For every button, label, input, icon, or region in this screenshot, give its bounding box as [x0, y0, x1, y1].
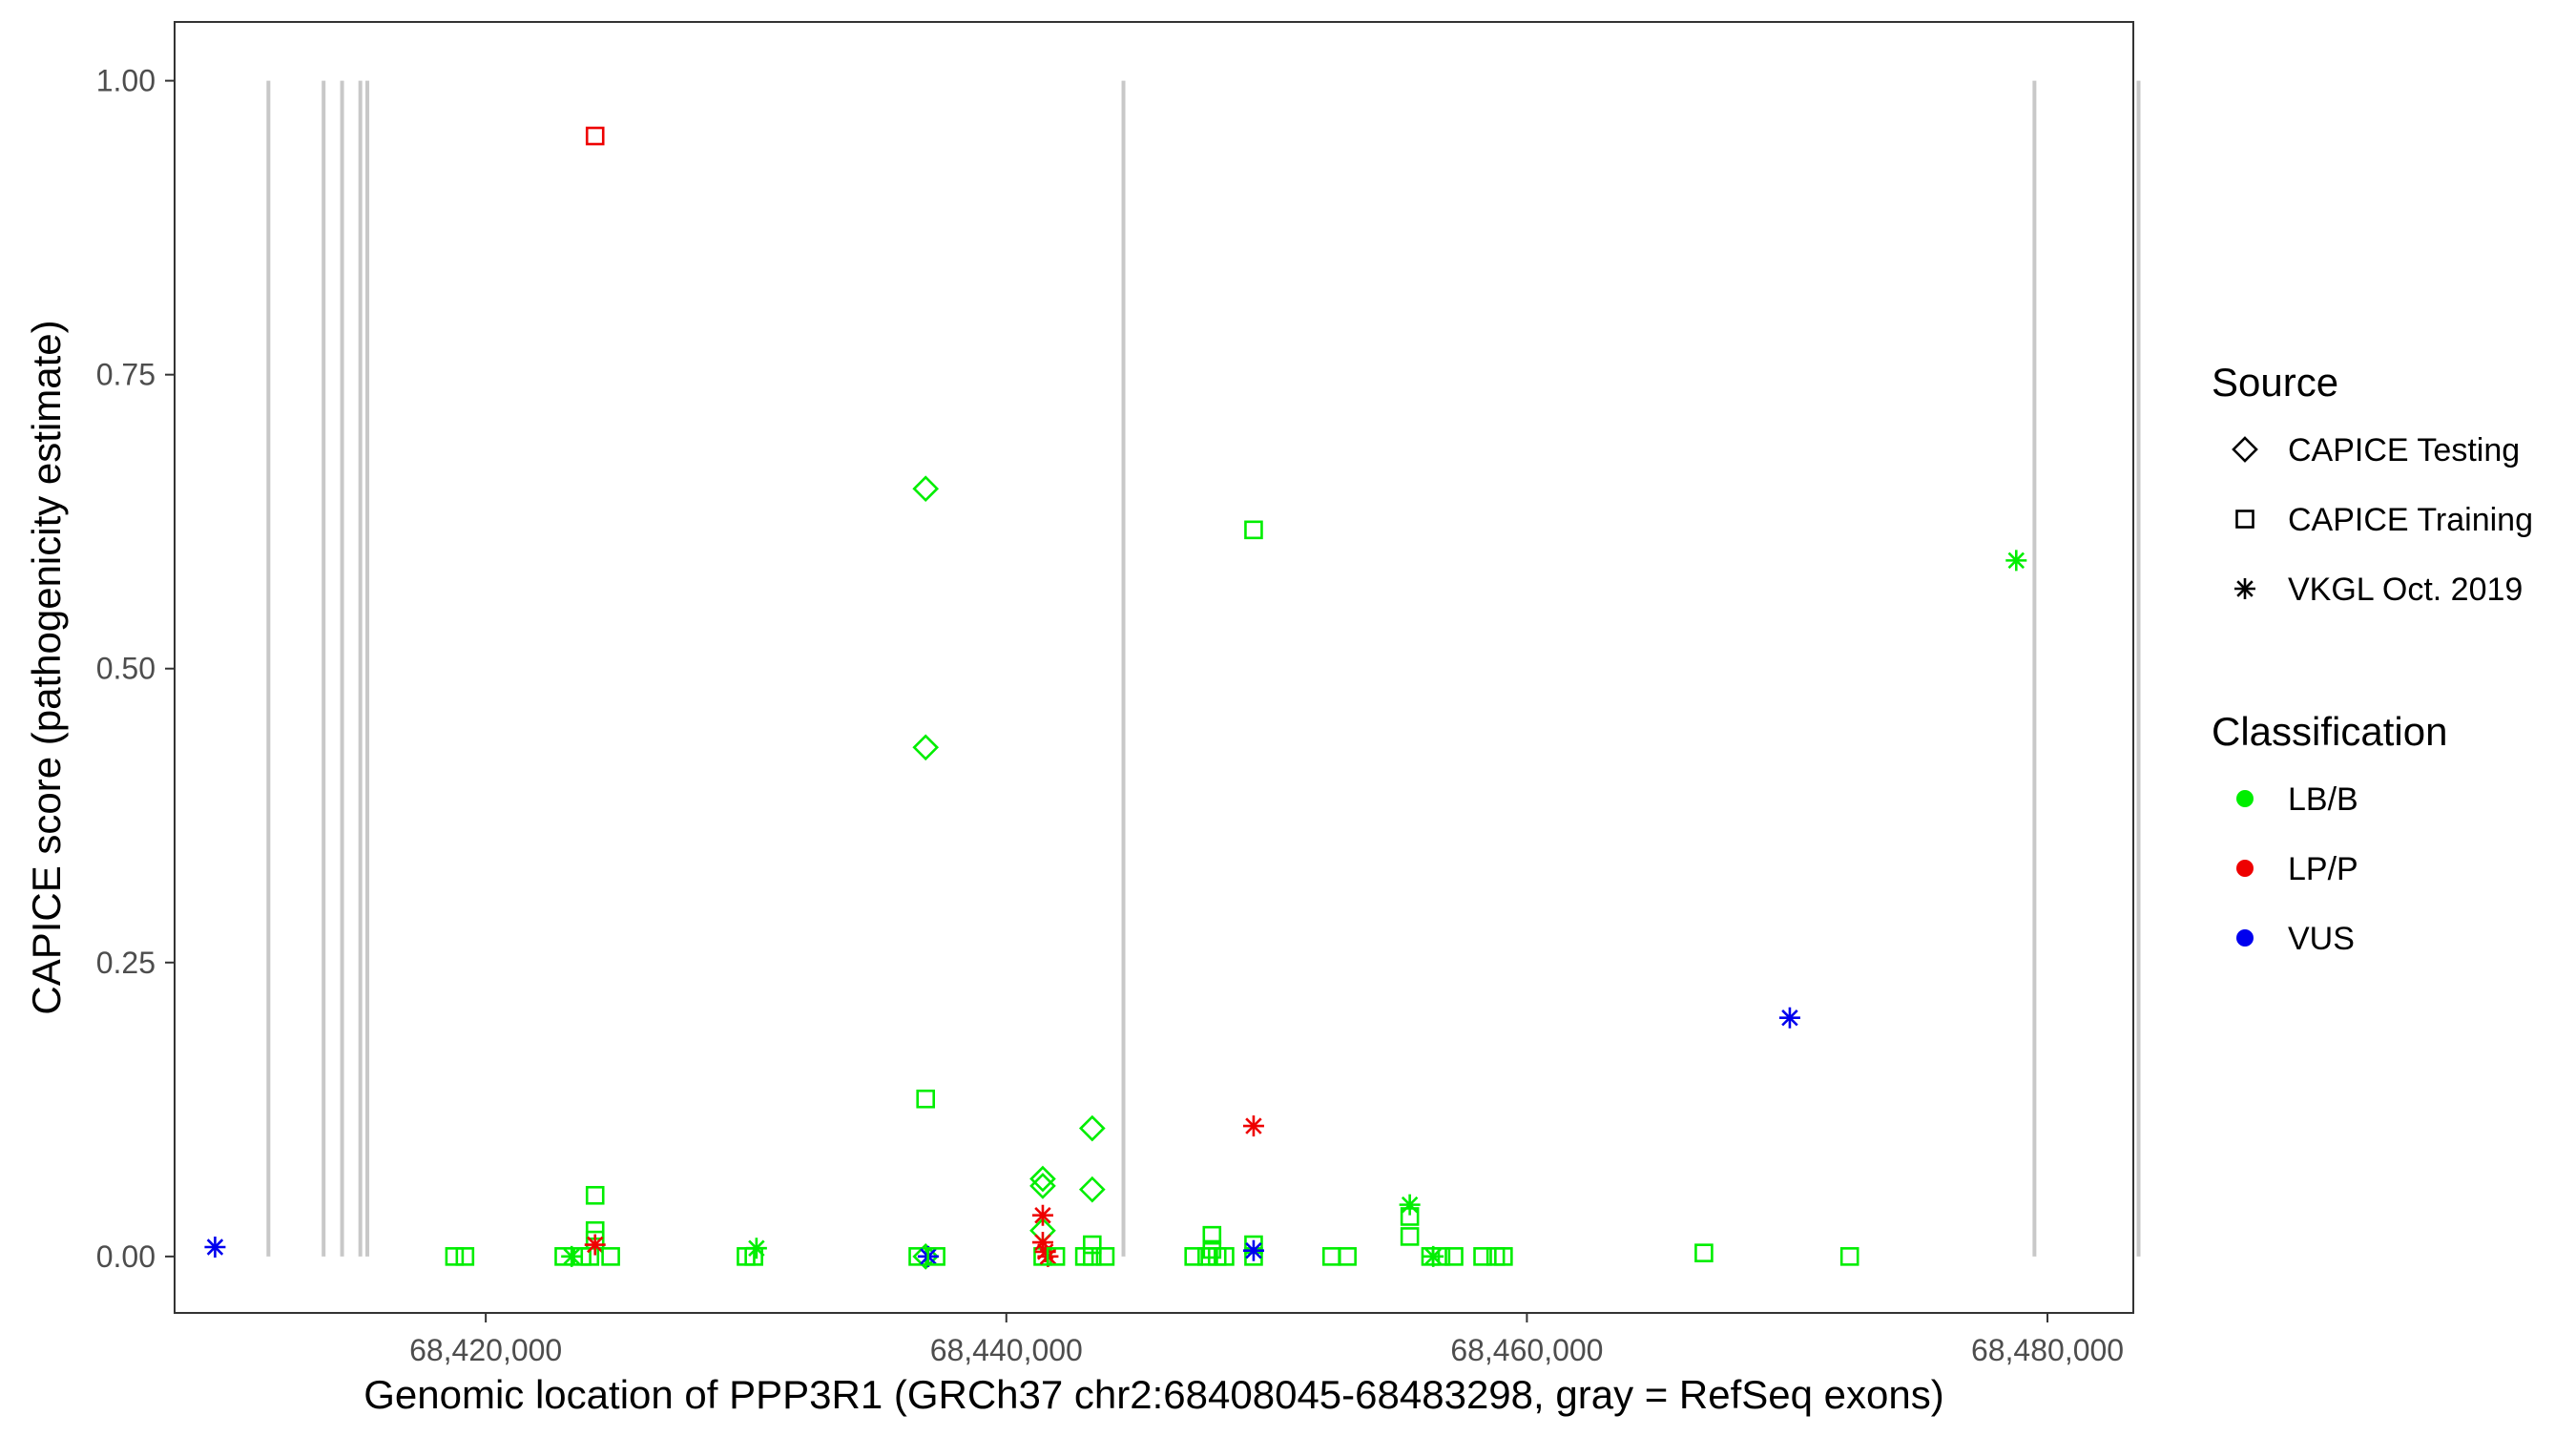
data-point [1321, 1247, 1341, 1266]
y-tick-label: 0.00 [96, 1239, 156, 1274]
data-point [204, 1236, 226, 1258]
x-tick-label: 68,480,000 [1971, 1333, 2124, 1367]
legend-class-key [2236, 860, 2254, 877]
x-tick-label: 68,440,000 [930, 1333, 1083, 1367]
data-point [1473, 1247, 1492, 1266]
data-point [1031, 1204, 1053, 1226]
data-point [1202, 1225, 1222, 1245]
data-point [1338, 1247, 1357, 1266]
data-point [916, 1089, 936, 1109]
data-point [1184, 1247, 1203, 1266]
data-points [204, 126, 2027, 1270]
legend-source-key [2234, 578, 2255, 599]
legend-source-key [2235, 510, 2254, 529]
legend-source-title: Source [2212, 360, 2338, 405]
legend-source-label: CAPICE Testing [2288, 432, 2520, 468]
data-point [912, 475, 940, 503]
data-point [1444, 1247, 1464, 1266]
x-axis: 68,420,000 68,440,000 68,460,000 68,480,000 [409, 1313, 2124, 1367]
data-point [445, 1247, 465, 1266]
legend-source-key [2232, 436, 2258, 463]
y-tick-label: 0.75 [96, 358, 156, 392]
data-point [1400, 1207, 1420, 1226]
x-tick-label: 68,460,000 [1450, 1333, 1603, 1367]
data-point [1494, 1247, 1513, 1266]
legend-classification-items: LB/B LP/P VUS [2236, 781, 2358, 957]
data-point [745, 1238, 767, 1259]
y-axis: 0.00 0.25 0.50 0.75 1.00 [96, 64, 175, 1274]
data-point [1242, 1239, 1264, 1261]
data-point [1431, 1247, 1451, 1266]
legend-class-key [2236, 790, 2254, 807]
plot-panel-border [174, 21, 2134, 1314]
data-point [1400, 1227, 1420, 1246]
data-point [1083, 1247, 1102, 1266]
data-point [585, 126, 605, 146]
data-point [1046, 1247, 1066, 1266]
legend: Source CAPICE Testing CAPICE Training VKGL… [2212, 360, 2533, 957]
legend-class-label: LP/P [2288, 851, 2358, 887]
y-axis-label: CAPICE score (pathogenicity estimate) [24, 320, 69, 1014]
y-tick-label: 0.25 [96, 946, 156, 980]
data-point [1029, 1165, 1056, 1193]
data-point [1078, 1114, 1106, 1142]
data-point [601, 1247, 620, 1266]
legend-source-label: CAPICE Training [2288, 502, 2533, 538]
data-point [1244, 520, 1263, 540]
data-point [1694, 1243, 1714, 1262]
data-point [1095, 1247, 1115, 1266]
y-tick-label: 1.00 [96, 64, 156, 98]
legend-source-label: VKGL Oct. 2019 [2288, 572, 2523, 608]
data-point [1215, 1247, 1235, 1266]
y-tick-label: 0.50 [96, 652, 156, 686]
data-point [1242, 1115, 1264, 1137]
legend-source-items: CAPICE Testing CAPICE Training VKGL Oct. 2… [2232, 432, 2533, 608]
data-point [1839, 1247, 1859, 1266]
data-point [926, 1247, 945, 1266]
data-point [584, 1234, 606, 1256]
data-point [1083, 1235, 1102, 1255]
data-point [561, 1245, 583, 1267]
data-point [1078, 1176, 1106, 1203]
data-point [912, 734, 940, 761]
data-point [585, 1185, 605, 1205]
data-point [1029, 1173, 1056, 1199]
data-point [2005, 550, 2027, 572]
legend-class-label: LB/B [2288, 781, 2358, 818]
data-point [455, 1247, 475, 1266]
x-tick-label: 68,420,000 [409, 1333, 562, 1367]
data-point [1778, 1007, 1800, 1029]
legend-class-key [2236, 929, 2254, 947]
exon-lines [266, 80, 2141, 1257]
legend-class-label: VUS [2288, 921, 2355, 957]
legend-classification-title: Classification [2212, 709, 2447, 754]
x-axis-label: Genomic location of PPP3R1 (GRCh37 chr2:… [364, 1372, 1944, 1417]
data-point [1399, 1194, 1421, 1216]
